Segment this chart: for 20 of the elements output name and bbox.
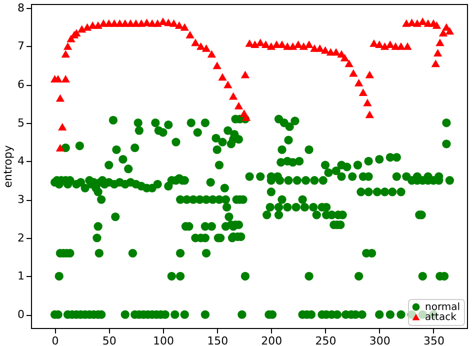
y-tick-label: 1 xyxy=(18,270,24,283)
y-tick-label: 3 xyxy=(18,193,24,206)
y-tick-label: 8 xyxy=(18,1,24,14)
legend-label: attack xyxy=(425,312,457,323)
legend-label: normal xyxy=(425,302,460,313)
x-tick-label: 350 xyxy=(423,334,444,346)
x-tick-label: 100 xyxy=(152,334,174,346)
y-tick-label: 4 xyxy=(18,154,24,168)
x-tick-label: 50 xyxy=(102,334,116,346)
y-tick-label: 5 xyxy=(18,116,24,130)
y-tick-label: 7 xyxy=(18,40,24,53)
y-tick-label: 6 xyxy=(18,78,24,92)
y-axis-title: entropy xyxy=(2,144,14,188)
y-tick-label: 2 xyxy=(18,231,24,244)
x-tick-label: 250 xyxy=(315,334,336,346)
x-tick-label: 0 xyxy=(52,334,59,346)
x-tick-label: 200 xyxy=(261,334,282,346)
x-tick-label: 150 xyxy=(207,334,228,346)
x-tick-label: 300 xyxy=(369,334,390,346)
y-tick-label: 0 xyxy=(18,308,24,322)
